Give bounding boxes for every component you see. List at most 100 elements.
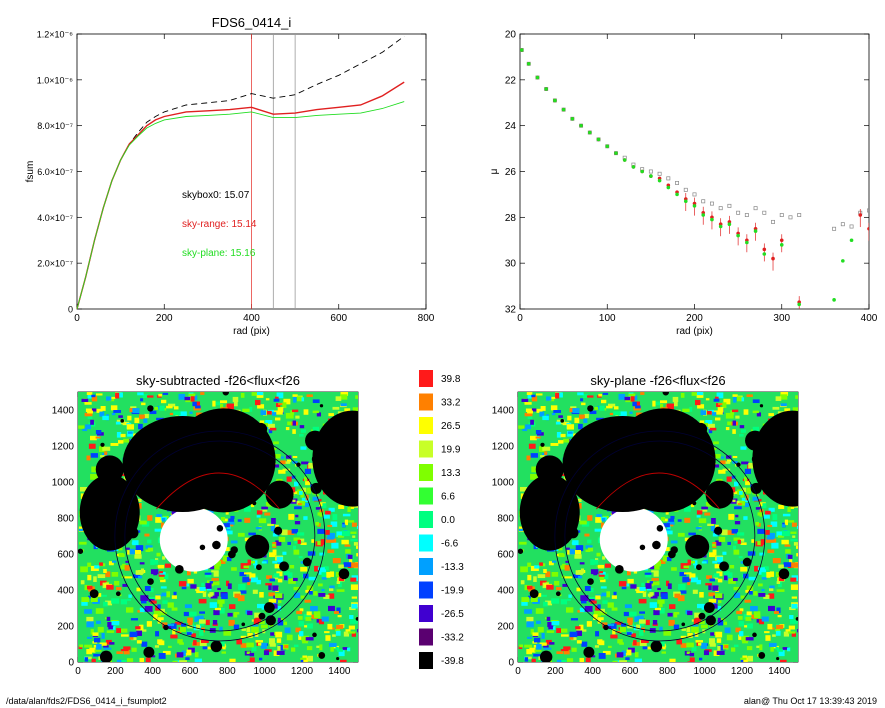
pixel-patch — [132, 408, 140, 414]
pixel-patch — [531, 396, 538, 402]
y-axis-label: μ — [489, 168, 500, 174]
pixel-patch — [741, 487, 747, 493]
pixel-patch — [737, 532, 745, 536]
pixel-patch — [593, 572, 598, 576]
star-mask — [263, 602, 275, 613]
pixel-patch — [137, 530, 141, 533]
pixel-patch — [527, 413, 533, 420]
pixel-patch — [638, 598, 647, 604]
pixel-patch — [168, 645, 172, 648]
pixel-patch — [314, 565, 319, 572]
pixel-patch — [298, 621, 305, 627]
pixel-patch — [103, 569, 107, 573]
pixel-patch — [261, 506, 268, 510]
pixel-patch — [578, 423, 583, 430]
pixel-patch — [551, 413, 556, 416]
pixel-patch — [87, 393, 92, 399]
pixel-patch — [599, 405, 605, 411]
pixel-patch — [531, 408, 537, 412]
pixel-patch — [526, 649, 532, 655]
pixel-patch — [734, 481, 739, 487]
pixel-patch — [121, 659, 127, 662]
pixel-patch — [631, 633, 636, 638]
pixel-patch — [562, 563, 566, 566]
pixel-patch — [653, 581, 660, 586]
mask-region — [611, 408, 716, 513]
mu-point-plane — [683, 199, 688, 204]
pixel-patch — [520, 487, 528, 492]
pixel-patch — [332, 558, 341, 564]
pixel-patch — [292, 456, 298, 459]
x-tick-label: 200 — [156, 313, 173, 324]
pixel-patch — [213, 610, 220, 616]
pixel-patch — [784, 519, 788, 526]
pixel-patch — [122, 563, 126, 566]
pixel-patch — [677, 519, 682, 522]
pixel-patch — [269, 643, 276, 647]
pixel-patch — [740, 492, 744, 498]
pixel-patch — [642, 589, 647, 594]
pixel-patch — [625, 657, 630, 661]
pixel-patch — [556, 628, 562, 633]
pixel-patch — [743, 657, 748, 662]
pixel-patch — [651, 577, 659, 581]
pixel-patch — [294, 481, 299, 487]
pixel-patch — [223, 523, 230, 528]
mu-point-plane — [745, 240, 749, 245]
pixel-patch — [269, 552, 275, 558]
mu-point-plane — [692, 204, 697, 208]
pixel-patch — [734, 506, 742, 510]
pixel-patch — [328, 605, 335, 612]
pixel-patch — [524, 657, 529, 662]
pixel-patch — [147, 515, 153, 521]
pixel-patch — [86, 455, 91, 461]
pixel-patch — [352, 535, 356, 538]
pixel-patch — [578, 503, 582, 509]
mu-point-plane — [762, 252, 767, 256]
pixel-patch — [171, 511, 178, 515]
pixel-patch — [589, 410, 597, 415]
pixel-patch — [318, 583, 323, 587]
pixel-patch — [343, 631, 350, 637]
pixel-patch — [323, 594, 330, 599]
pixel-patch — [84, 657, 89, 662]
pixel-patch — [141, 568, 145, 574]
pixel-patch — [196, 590, 204, 594]
pixel-patch — [226, 557, 232, 562]
pixel-patch — [86, 392, 93, 396]
pixel-patch — [696, 510, 703, 515]
mu-points-group — [520, 48, 869, 309]
star-mask — [312, 632, 317, 638]
star-mask — [212, 540, 221, 550]
pixel-patch — [249, 652, 255, 657]
pixel-patch — [595, 595, 601, 600]
pixel-patch — [86, 621, 94, 628]
pixel-patch — [205, 583, 212, 589]
pixel-patch — [674, 612, 680, 615]
pixel-patch — [738, 621, 745, 627]
fsum-profile-chart: 0 200 400 600 80002.0×10⁻⁷4.0×10⁻⁷6.0×10⁻⁷8.… — [25, 15, 435, 337]
pixel-patch — [549, 642, 555, 645]
pixel-patch — [350, 584, 358, 590]
pixel-patch — [528, 443, 536, 449]
pixel-patch — [531, 394, 536, 398]
pixel-patch — [519, 528, 524, 532]
pixel-patch — [355, 395, 358, 399]
pixel-patch — [157, 639, 163, 644]
mu-point-skybox — [762, 210, 767, 215]
pixel-patch — [740, 657, 747, 660]
pixel-patch — [230, 540, 238, 544]
pixel-patch — [84, 609, 93, 614]
pixel-patch — [244, 517, 251, 523]
mu-point-skybox — [797, 213, 802, 217]
pixel-patch — [740, 542, 747, 546]
pixel-patch — [318, 569, 327, 575]
y-tick-label: 0 — [68, 658, 74, 669]
pixel-patch — [788, 504, 795, 509]
pixel-patch — [91, 394, 96, 398]
pixel-patch — [576, 630, 583, 636]
pixel-patch — [349, 615, 354, 620]
pixel-patch — [268, 598, 277, 603]
pixel-patch — [275, 631, 283, 638]
pixel-patch — [777, 535, 784, 538]
